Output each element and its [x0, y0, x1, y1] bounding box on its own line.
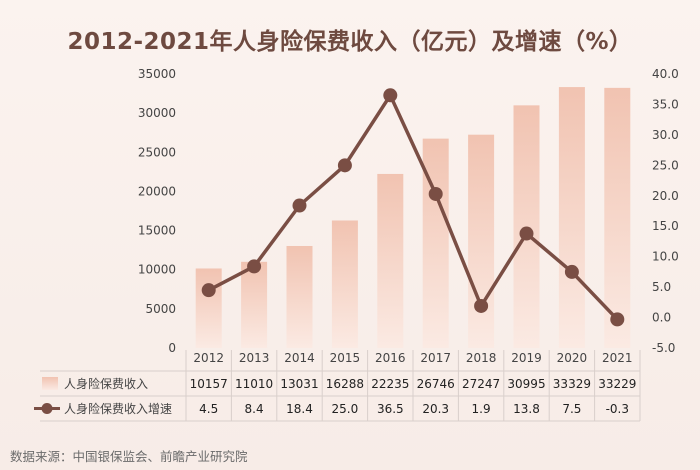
table-cell-growth: 4.5	[199, 402, 218, 416]
category-label: 2017	[420, 351, 451, 365]
bar	[604, 87, 631, 348]
table-cell-premium: 22235	[371, 377, 409, 391]
right-axis-tick-label: 10.0	[652, 250, 679, 264]
line-legend-marker	[41, 403, 53, 414]
bar	[422, 138, 449, 348]
category-label: 2013	[239, 351, 270, 365]
bar-series	[195, 87, 631, 349]
growth-point	[201, 283, 216, 298]
table-cell-growth: 18.4	[286, 402, 313, 416]
category-label: 2021	[602, 351, 633, 365]
growth-point	[337, 158, 352, 173]
category-label: 2018	[466, 351, 497, 365]
table-cell-growth: -0.3	[606, 402, 629, 416]
table-cell-premium: 13031	[280, 377, 318, 391]
left-axis-tick-label: 0	[168, 341, 176, 355]
table-cell-growth: 8.4	[245, 402, 264, 416]
table-cell-premium: 33229	[598, 377, 636, 391]
growth-point	[247, 259, 262, 274]
right-axis-ticks: -5.0 0.0 5.0 10.0 15.0 20.0 25.0 30.0 35.0 40.0	[652, 67, 679, 355]
left-axis-tick-label: 30000	[138, 106, 176, 120]
right-axis-tick-label: 25.0	[652, 158, 679, 172]
right-axis-tick-label: 35.0	[652, 97, 679, 111]
growth-point	[519, 226, 534, 241]
bar	[331, 220, 358, 348]
bar-legend-swatch	[42, 377, 58, 390]
category-label: 2012	[193, 351, 224, 365]
left-axis-tick-label: 5000	[145, 302, 176, 316]
table-cell-growth: 36.5	[377, 402, 404, 416]
data-table-grid	[40, 350, 641, 422]
category-label: 2019	[511, 351, 542, 365]
bar-legend-label: 人身险保费收入	[64, 376, 148, 391]
left-axis-tick-label: 10000	[138, 263, 176, 277]
left-axis-tick-label: 35000	[138, 67, 176, 81]
table-cell-premium: 10157	[190, 377, 228, 391]
left-axis-tick-label: 20000	[138, 184, 176, 198]
left-axis-tick-label: 15000	[138, 224, 176, 238]
growth-line	[207, 93, 619, 321]
growth-point	[292, 198, 307, 213]
growth-point	[428, 186, 443, 201]
table-cell-growth: 20.3	[422, 402, 449, 416]
chart-title: 2012-2021年人身险保费收入（亿元）及增速（%）	[67, 29, 633, 55]
category-label: 2014	[284, 351, 315, 365]
bar	[468, 134, 495, 348]
bar	[558, 87, 585, 348]
growth-point	[474, 298, 489, 313]
left-axis-ticks: 0 5000 10000 15000 20000 25000 30000 35000	[138, 67, 176, 355]
right-axis-tick-label: 30.0	[652, 128, 679, 142]
right-axis-tick-label: 20.0	[652, 189, 679, 203]
table-cell-premium: 26746	[417, 377, 455, 391]
table-cell-premium: 30995	[507, 377, 545, 391]
left-axis-tick-label: 25000	[138, 145, 176, 159]
line-series	[201, 88, 625, 327]
table-cell-growth: 13.8	[513, 402, 540, 416]
growth-point	[610, 312, 625, 327]
category-labels: 2012 2013 2014 2015 2016 2017 2018 2019 2020 2021	[193, 351, 632, 365]
growth-point	[383, 88, 398, 103]
category-label: 2020	[557, 351, 588, 365]
table-cell-premium: 27247	[462, 377, 500, 391]
table-cell-growth: 1.9	[472, 402, 491, 416]
table-cell-growth: 7.5	[562, 402, 581, 416]
bar	[195, 268, 222, 348]
category-label: 2016	[375, 351, 406, 365]
table-cell-premium: 33329	[553, 377, 591, 391]
right-axis-tick-label: 0.0	[652, 311, 671, 325]
bar	[241, 261, 268, 348]
bar	[286, 245, 313, 348]
right-axis-tick-label: 15.0	[652, 219, 679, 233]
table-cell-growth: 25.0	[332, 402, 359, 416]
growth-point	[564, 264, 579, 279]
bar	[377, 173, 404, 348]
source-note: 数据来源：中国银保监会、前瞻产业研究院	[10, 449, 248, 464]
line-legend-label: 人身险保费收入增速	[64, 401, 172, 416]
right-axis-tick-label: 5.0	[652, 280, 671, 294]
table-cell-premium: 11010	[235, 377, 273, 391]
table-cell-premium: 16288	[326, 377, 364, 391]
right-axis-tick-label: 40.0	[652, 67, 679, 81]
right-axis-tick-label: -5.0	[652, 341, 675, 355]
data-table-cells: 10157 11010 13031 16288 22235 26746 27247 30995…	[190, 377, 637, 416]
category-label: 2015	[330, 351, 361, 365]
